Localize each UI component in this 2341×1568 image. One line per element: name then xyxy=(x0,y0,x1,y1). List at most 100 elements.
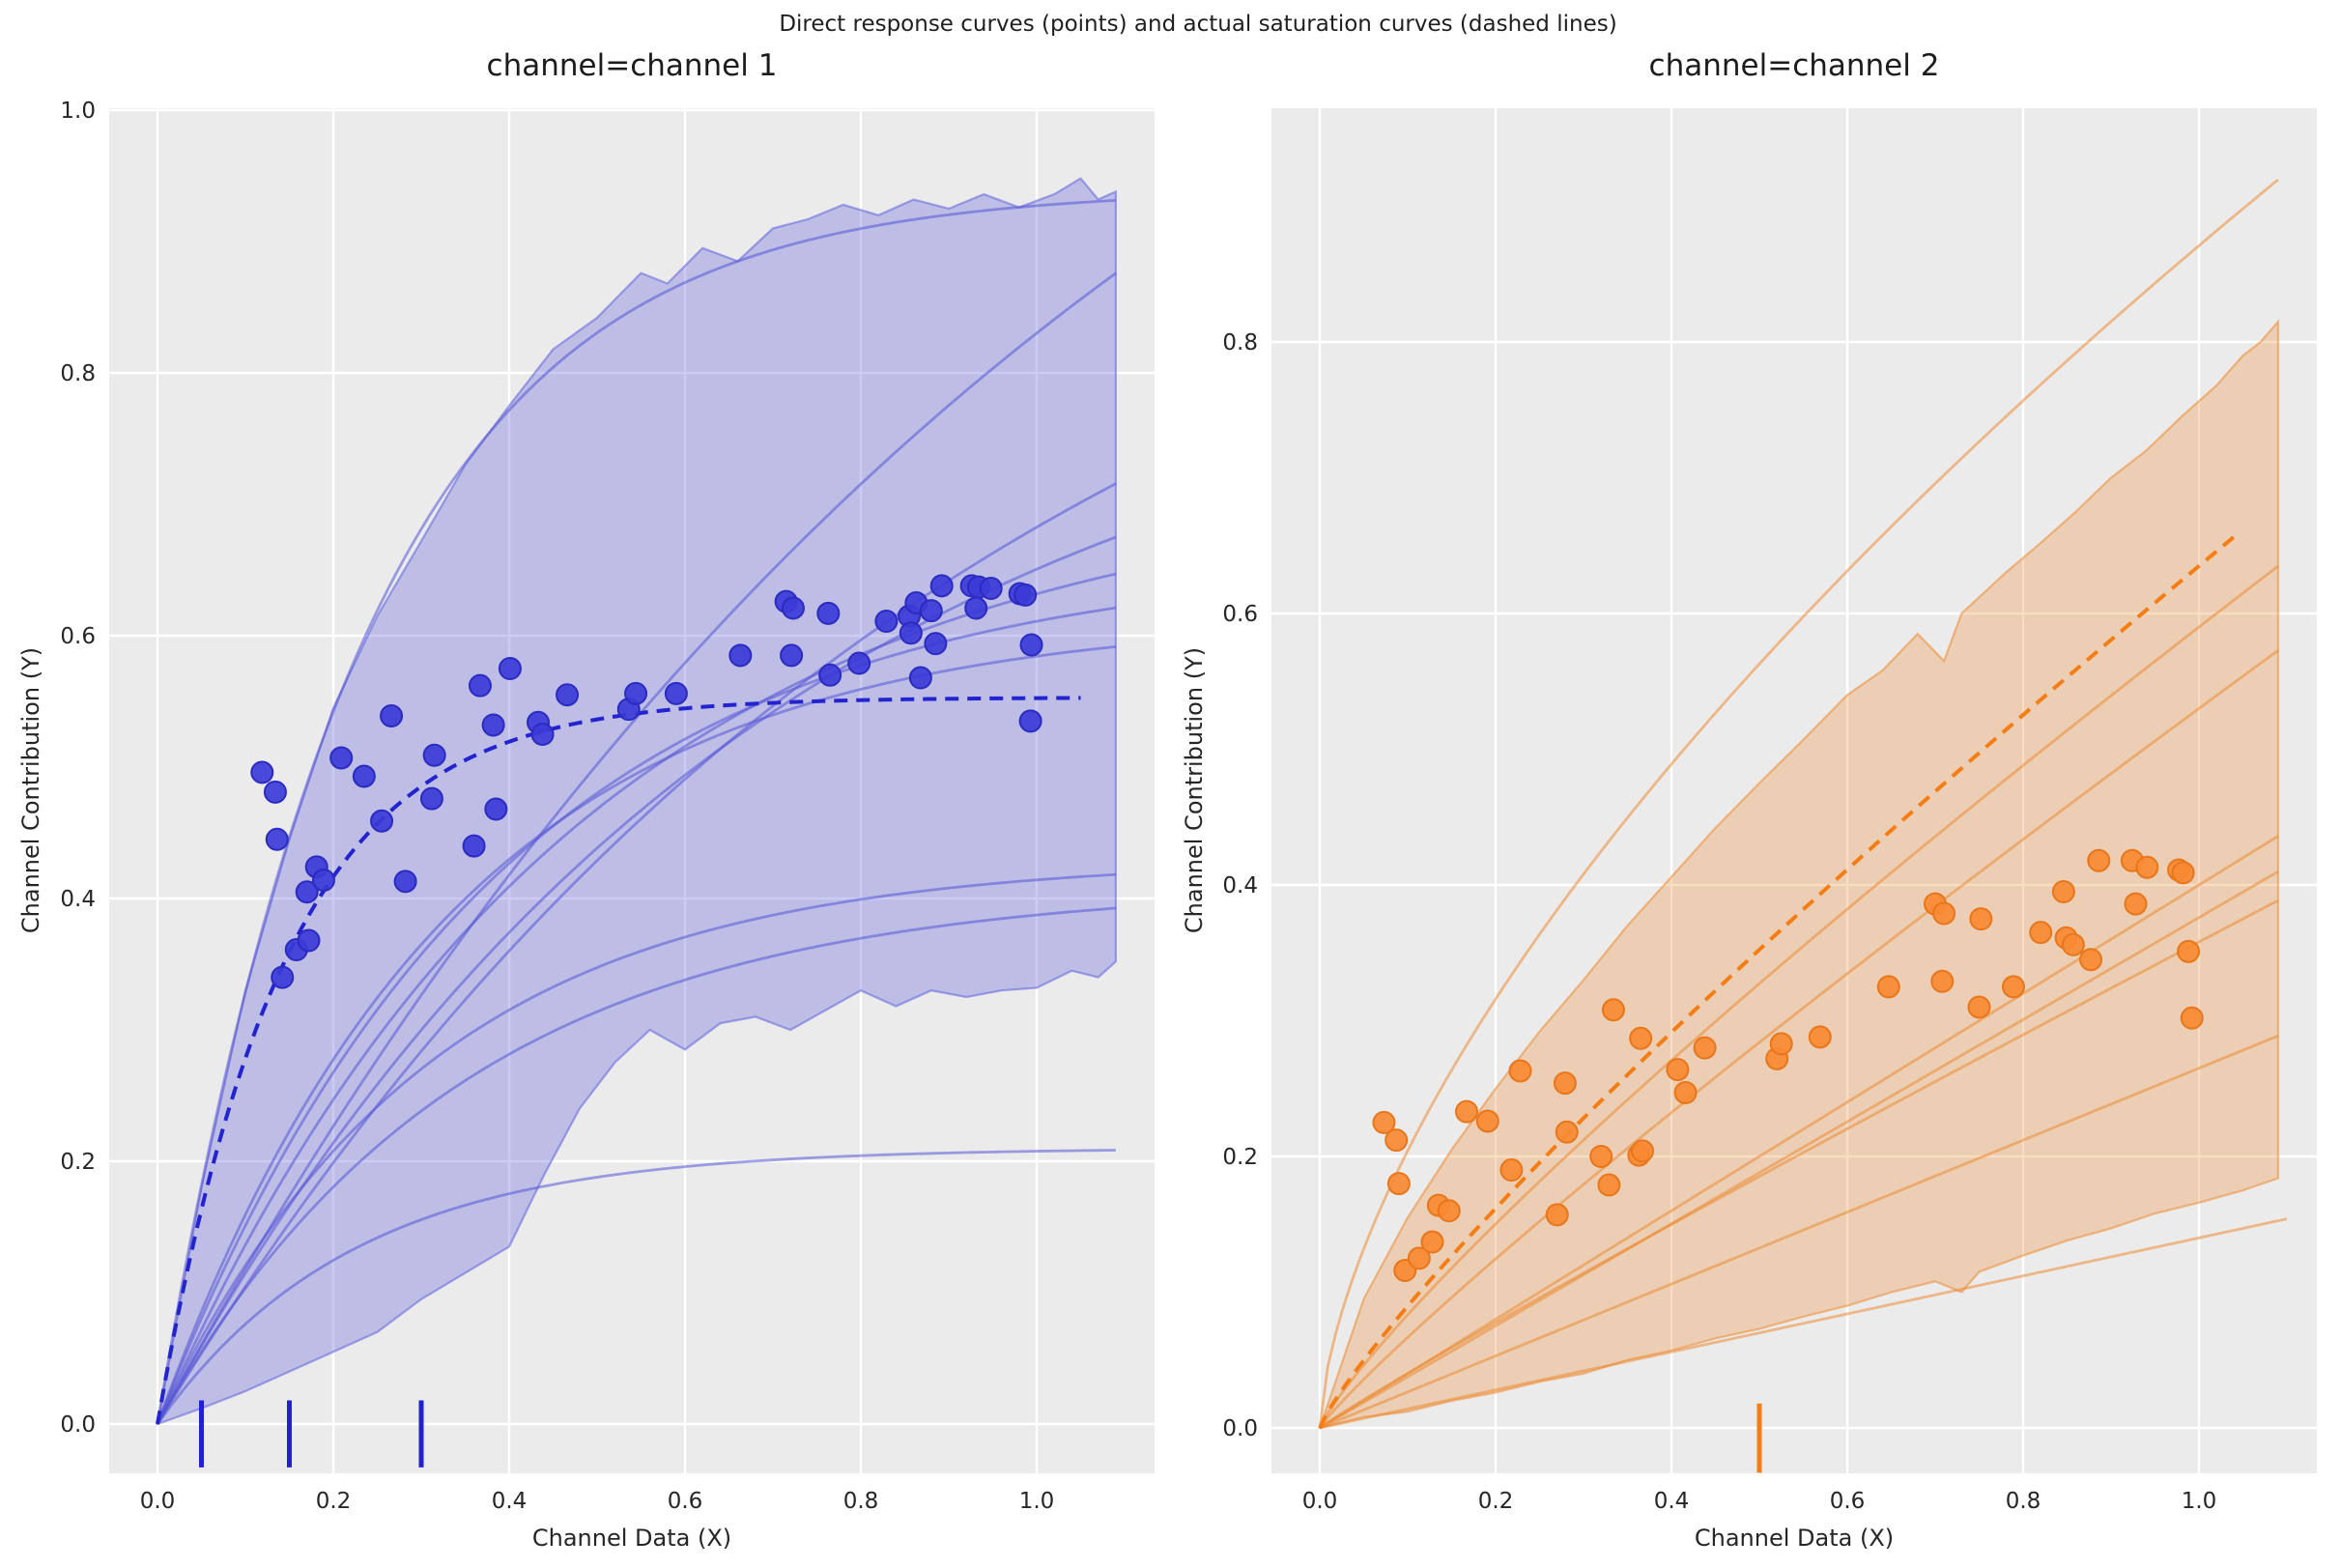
scatter-point xyxy=(1876,975,1900,999)
scatter-point xyxy=(964,596,988,620)
scatter-point xyxy=(1019,633,1043,657)
x-tick-label: 0.6 xyxy=(668,1489,703,1514)
scatter-point xyxy=(422,743,446,767)
y-tick-label: 0.0 xyxy=(1222,1416,1258,1441)
scatter-point xyxy=(2087,848,2111,872)
scatter-point xyxy=(370,809,394,833)
subplot-channel-channel-2: 0.0 0.2 0.4 0.6 0.8 1.0 0.0 0.2 0.4 0.6 0.8 xyxy=(1222,108,2317,1514)
axes-background xyxy=(1271,108,2317,1473)
scatter-point xyxy=(352,764,376,788)
scatter-point xyxy=(1967,995,1991,1019)
scatter-point xyxy=(1420,1230,1444,1254)
scatter-point xyxy=(847,651,871,675)
y-axis-label-left: Channel Contribution (Y) xyxy=(17,646,44,934)
response-curve xyxy=(156,198,1116,1425)
x-tick-label: 0.4 xyxy=(1654,1489,1690,1514)
y-tick-label: 0.2 xyxy=(60,1150,96,1175)
response-curve xyxy=(1319,1217,2288,1430)
x-tick-label: 1.0 xyxy=(1019,1489,1055,1514)
scatter-point xyxy=(484,797,508,821)
scatter-point xyxy=(1597,1173,1621,1197)
scatter-point xyxy=(1673,1080,1698,1104)
scatter-point xyxy=(1666,1058,1690,1082)
scatter-point xyxy=(1553,1071,1577,1096)
scatter-point xyxy=(924,632,948,656)
y-axis-label-right: Channel Contribution (Y) xyxy=(1181,646,1208,934)
scatter-point xyxy=(818,663,842,687)
scatter-point xyxy=(1555,1120,1579,1144)
subplot-title-channel-2: channel=channel 2 xyxy=(1648,48,1940,83)
figure-suptitle: Direct response curves (points) and actu… xyxy=(779,12,1617,37)
y-tick-label: 0.8 xyxy=(60,361,96,386)
scatter-point xyxy=(468,673,492,698)
scatter-point xyxy=(481,713,505,737)
scatter-point xyxy=(295,880,319,904)
scatter-point xyxy=(2177,939,2201,963)
scatter-point xyxy=(624,681,648,705)
scatter-point xyxy=(2180,1006,2204,1030)
scatter-point xyxy=(263,780,287,804)
scatter-point xyxy=(1385,1128,1409,1153)
scatter-point xyxy=(311,868,335,892)
response-curve xyxy=(1318,564,2279,1429)
scatter-point xyxy=(1808,1025,1832,1049)
y-tick-label: 0.6 xyxy=(1222,602,1258,627)
scatter-point xyxy=(2051,880,2075,904)
scatter-point xyxy=(556,683,580,707)
scatter-point xyxy=(1769,1032,1793,1056)
response-curve xyxy=(1319,1034,2279,1430)
response-curve xyxy=(156,572,1117,1425)
response-curve xyxy=(1319,870,2279,1430)
scatter-point xyxy=(1013,583,1038,607)
scatter-point xyxy=(250,760,274,784)
scatter-point xyxy=(271,965,295,989)
response-curve xyxy=(1319,835,2279,1430)
y-tick-label: 0.0 xyxy=(60,1412,96,1438)
x-axis-label-right: Channel Data (X) xyxy=(1694,1525,1895,1552)
scatter-point xyxy=(2135,855,2159,879)
x-tick-label: 0.2 xyxy=(316,1489,352,1514)
response-curve xyxy=(156,606,1117,1425)
response-curve xyxy=(156,1149,1116,1425)
y-tick-label: 1.0 xyxy=(60,99,96,124)
response-curve xyxy=(1318,649,2279,1429)
scatter-point xyxy=(1693,1036,1717,1060)
scatter-point xyxy=(329,746,354,770)
scatter-point xyxy=(1475,1109,1499,1133)
response-curve xyxy=(1318,178,2279,1429)
scatter-point xyxy=(1499,1158,1524,1183)
scatter-point xyxy=(1601,998,1625,1022)
response-curve xyxy=(156,906,1117,1425)
scatter-point xyxy=(1437,1199,1461,1223)
y-tick-label: 0.2 xyxy=(1222,1145,1258,1170)
scatter-point xyxy=(874,610,899,634)
scatter-point xyxy=(393,870,417,894)
scatter-point xyxy=(1932,901,1956,926)
scatter-point xyxy=(664,681,688,705)
scatter-point xyxy=(419,786,443,811)
scatter-point xyxy=(1407,1246,1431,1270)
scatter-point xyxy=(780,643,804,668)
response-curve xyxy=(1319,898,2279,1430)
response-curve xyxy=(156,644,1117,1425)
scatter-point xyxy=(265,827,289,851)
x-tick-label: 0.0 xyxy=(1302,1489,1338,1514)
x-tick-label: 0.6 xyxy=(1830,1489,1866,1514)
scatter-point xyxy=(1930,969,1955,993)
subplot-title-channel-1: channel=channel 1 xyxy=(486,48,778,83)
scatter-point xyxy=(1018,709,1042,733)
uncertainty-band xyxy=(1318,318,2279,1430)
scatter-point xyxy=(979,577,1003,601)
scatter-point xyxy=(1630,1139,1654,1163)
scatter-point xyxy=(2171,861,2195,885)
scatter-point xyxy=(899,621,923,645)
scatter-point xyxy=(728,643,753,668)
response-curve xyxy=(156,535,1117,1425)
scatter-point xyxy=(1589,1145,1613,1168)
scatter-point xyxy=(908,666,932,690)
scatter-point xyxy=(781,596,805,620)
subplot-channel-channel-1: 0.0 0.2 0.4 0.6 0.8 1.0 0.0 0.2 0.4 0.6 0.8 1.0 xyxy=(60,99,1155,1514)
y-tick-label: 0.4 xyxy=(1222,873,1258,898)
